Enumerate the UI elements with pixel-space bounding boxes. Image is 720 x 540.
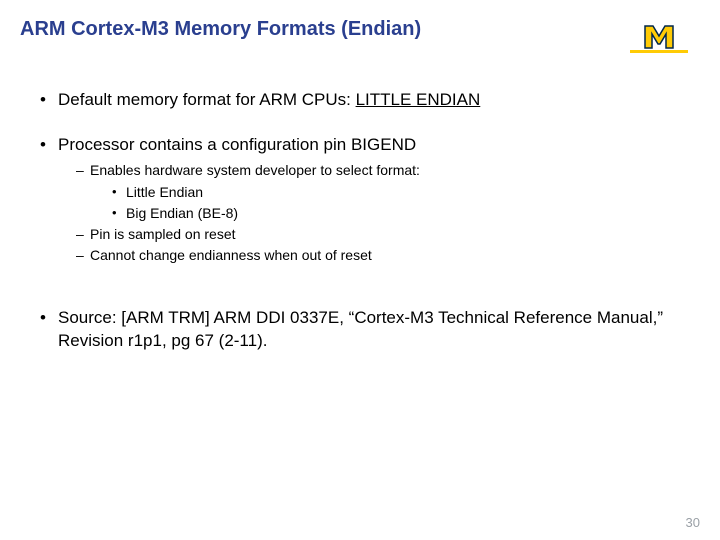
bullet-big-endian: Big Endian (BE-8) — [40, 204, 680, 223]
bullet-emphasis: LITTLE ENDIAN — [356, 90, 481, 109]
slide-content: Default memory format for ARM CPUs: LITT… — [0, 61, 720, 353]
bullet-default-format: Default memory format for ARM CPUs: LITT… — [40, 89, 680, 112]
michigan-logo — [630, 20, 688, 61]
bullet-enables-select: Enables hardware system developer to sel… — [40, 161, 680, 180]
bullet-source: Source: [ARM TRM] ARM DDI 0337E, “Cortex… — [40, 307, 680, 353]
bullet-config-pin: Processor contains a configuration pin B… — [40, 134, 680, 157]
slide-title: ARM Cortex-M3 Memory Formats (Endian) — [20, 18, 421, 41]
slide-header: ARM Cortex-M3 Memory Formats (Endian) — [0, 0, 720, 61]
bullet-cannot-change: Cannot change endianness when out of res… — [40, 246, 680, 265]
bullet-little-endian: Little Endian — [40, 183, 680, 202]
bullet-pin-sampled: Pin is sampled on reset — [40, 225, 680, 244]
bullet-text: Default memory format for ARM CPUs: — [58, 90, 356, 109]
page-number: 30 — [686, 515, 700, 530]
